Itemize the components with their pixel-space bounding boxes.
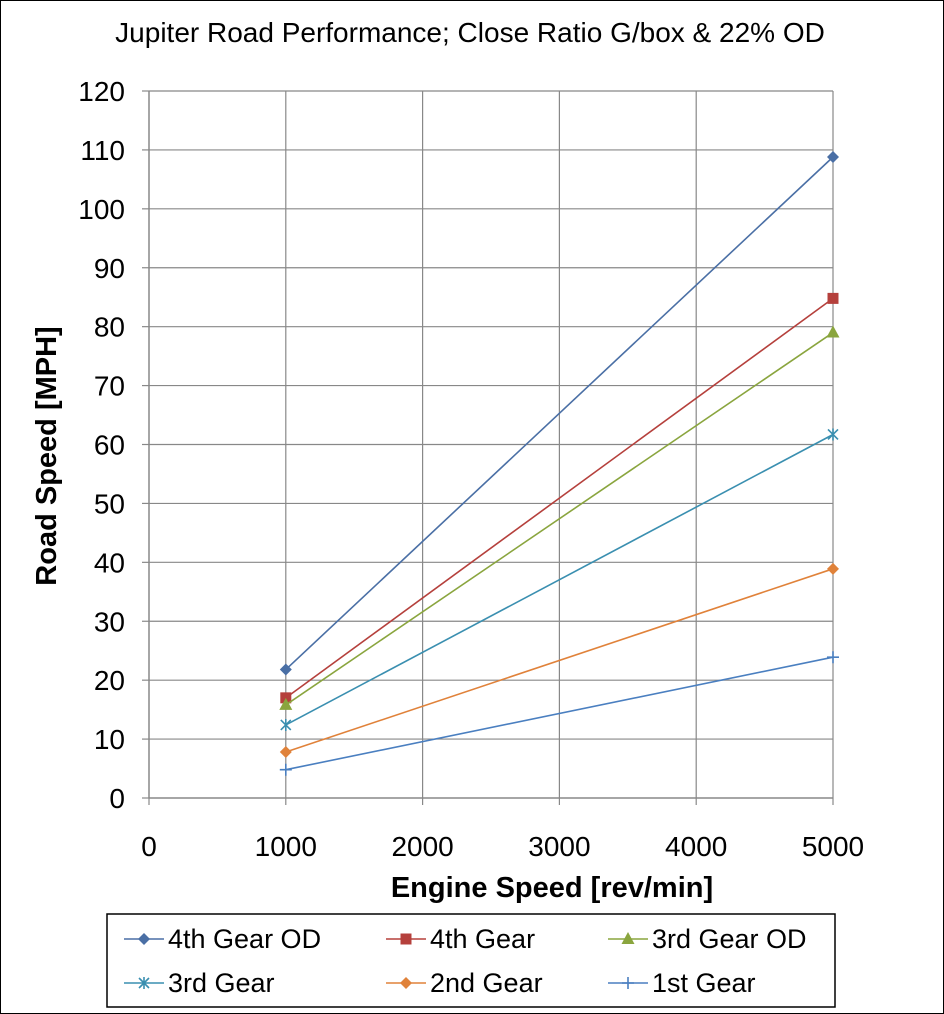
legend-item: 3rd Gear: [124, 968, 275, 998]
y-tick-label: 50: [94, 488, 125, 519]
data-point: [827, 651, 839, 664]
x-tick-label: 2000: [391, 831, 453, 862]
legend-label: 3rd Gear: [168, 968, 275, 998]
y-tick-label: 0: [109, 783, 125, 814]
data-point: [279, 746, 292, 759]
legend-marker: [400, 977, 412, 989]
x-tick-labels: 0 1000 2000 3000 4000 5000: [141, 831, 864, 862]
data-point: [827, 562, 839, 575]
legend-marker: [138, 977, 150, 989]
y-tick-label: 90: [94, 253, 125, 284]
legend-label: 3rd Gear OD: [652, 924, 807, 954]
legend-label: 2nd Gear: [430, 968, 543, 998]
legend-item: 3rd Gear OD: [608, 924, 807, 954]
legend-label: 4th Gear: [430, 924, 535, 954]
grid: [149, 90, 834, 798]
legend-item: 4th Gear OD: [124, 924, 321, 954]
y-tick-label: 100: [78, 194, 125, 225]
series-line: [285, 297, 834, 699]
x-tick-label: 1000: [255, 831, 317, 862]
legend-item: 1st Gear: [608, 968, 756, 998]
y-tick-label: 70: [94, 371, 125, 402]
y-tick-label: 110: [80, 135, 125, 166]
y-tick-labels: 0 10 20 30 40 50 60 70 80 90 100 110 120: [78, 76, 125, 814]
data-point: [280, 692, 292, 704]
y-tick-label: 40: [94, 547, 125, 578]
legend-label: 1st Gear: [652, 968, 756, 998]
data-point: [280, 718, 292, 731]
data-point: [827, 150, 839, 163]
legend-marker: [622, 977, 634, 989]
y-tick-label: 20: [94, 665, 125, 696]
data-point: [279, 697, 293, 710]
series-line: [285, 433, 834, 726]
legend-marker: [621, 932, 635, 944]
x-tick-label: 5000: [802, 831, 864, 862]
series-6: [279, 651, 839, 776]
x-tick-label: 3000: [528, 831, 590, 862]
legend-marker: [400, 933, 412, 945]
data-point: [279, 663, 292, 676]
series-5: [279, 562, 839, 759]
data-point: [827, 292, 839, 304]
series-line: [285, 331, 834, 706]
series-2: [280, 292, 839, 704]
data-point: [827, 428, 839, 441]
data-point: [279, 763, 292, 776]
series-lines: [279, 150, 840, 776]
axes: [142, 90, 834, 805]
x-axis-title: Engine Speed [rev/min]: [391, 872, 713, 904]
legend-box: [106, 913, 836, 1008]
legend-item: 4th Gear: [386, 924, 535, 954]
chart-title: Jupiter Road Performance; Close Ratio G/…: [115, 17, 825, 48]
legend-marker: [138, 933, 150, 945]
series-line: [285, 656, 834, 771]
y-tick-label: 60: [94, 430, 125, 461]
series-1: [279, 150, 839, 676]
y-tick-label: 10: [94, 724, 125, 755]
legend: 4th Gear OD 4th Gear 3rd Gear OD 3rd Gear 2n…: [106, 913, 836, 1008]
legend-label: 4th Gear OD: [168, 924, 321, 954]
data-point: [826, 325, 840, 338]
y-tick-label: 120: [78, 76, 125, 107]
series-4: [280, 428, 839, 731]
series-3: [279, 325, 840, 710]
y-tick-label: 30: [94, 606, 125, 637]
series-line: [285, 568, 834, 753]
x-tick-label: 4000: [665, 831, 727, 862]
x-tick-label: 0: [141, 831, 157, 862]
y-axis-title: Road Speed [MPH]: [31, 326, 63, 585]
series-line: [285, 156, 834, 671]
legend-item: 2nd Gear: [386, 968, 543, 998]
y-tick-label: 80: [94, 312, 125, 343]
